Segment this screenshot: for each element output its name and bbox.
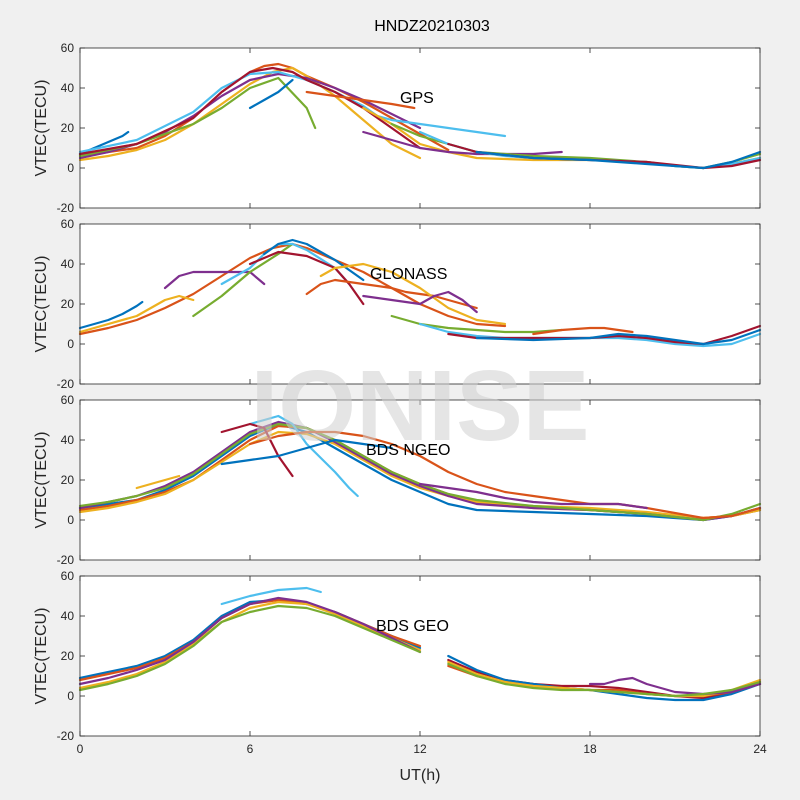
series-line [305, 278, 478, 310]
series-line [78, 422, 762, 522]
series-line [263, 238, 365, 282]
y-tick-label: 0 [67, 161, 74, 175]
y-tick-label: 40 [61, 81, 75, 95]
watermark: IONISE [251, 350, 590, 462]
y-tick-label: 0 [67, 689, 74, 703]
series-line [78, 62, 450, 158]
series-line [163, 270, 266, 290]
chart-title: HNDZ20210303 [374, 18, 490, 35]
y-tick-label: 60 [61, 393, 75, 407]
x-tick-label: 6 [247, 742, 254, 756]
y-tick-label: 20 [61, 649, 75, 663]
series-line [78, 596, 422, 686]
series-line [248, 250, 365, 306]
panel-3: -20 0 20 40 60 VTEC(TECU) BDS NGEO [33, 393, 762, 567]
series-line [78, 600, 422, 690]
y-axis-label: VTEC(TECU) [33, 256, 50, 353]
series-line [588, 676, 762, 696]
panel-annotation: BDS NGEO [366, 442, 450, 459]
series-line [220, 438, 393, 466]
panel-annotation: BDS GEO [376, 618, 449, 635]
series-line [78, 294, 195, 334]
series-line [319, 262, 507, 326]
y-tick-label: 40 [61, 609, 75, 623]
y-tick-label: 40 [61, 433, 75, 447]
series-line [418, 482, 648, 510]
series-line [447, 662, 762, 698]
series-line [135, 474, 181, 490]
series-line [362, 290, 478, 314]
series-line [305, 90, 416, 110]
series-line [475, 328, 762, 346]
series-line [78, 300, 144, 330]
y-tick-label: 20 [61, 297, 75, 311]
y-tick-label: -20 [57, 201, 75, 215]
y-tick-label: 0 [67, 337, 74, 351]
x-tick-label: 18 [583, 742, 597, 756]
panel-annotation: GLONASS [370, 266, 447, 283]
y-axis-label: VTEC(TECU) [33, 432, 50, 529]
series-line [78, 422, 762, 522]
y-tick-label: -20 [57, 553, 75, 567]
x-axis-label: UT(h) [400, 767, 441, 784]
y-tick-label: -20 [57, 377, 75, 391]
series-line [532, 326, 634, 336]
plot-area [80, 576, 760, 736]
y-axis-label: VTEC(TECU) [33, 80, 50, 177]
series-line [248, 78, 294, 110]
y-tick-label: 20 [61, 121, 75, 135]
x-tick-label: 12 [413, 742, 427, 756]
x-tick-label: 0 [77, 742, 84, 756]
y-tick-label: 60 [61, 569, 75, 583]
y-tick-label: 0 [67, 513, 74, 527]
y-tick-label: -20 [57, 729, 75, 743]
y-tick-label: 20 [61, 473, 75, 487]
y-tick-label: 60 [61, 41, 75, 55]
x-tick-label: 24 [753, 742, 767, 756]
y-axis-label: VTEC(TECU) [33, 608, 50, 705]
y-tick-label: 40 [61, 257, 75, 271]
series-line [248, 430, 762, 520]
series-line [362, 130, 563, 156]
series-line [220, 422, 294, 478]
series-line [78, 604, 422, 692]
series-line [78, 430, 762, 520]
panel-1: -20 0 20 40 60 VTEC(TECU) GPS [33, 41, 762, 215]
panel-annotation: GPS [400, 90, 434, 107]
series-line [220, 586, 322, 606]
series-line [192, 242, 294, 318]
series-line [475, 150, 762, 170]
y-tick-label: 60 [61, 217, 75, 231]
panel-2: -20 0 20 40 60 VTEC(TECU) GLONASS [33, 217, 762, 391]
